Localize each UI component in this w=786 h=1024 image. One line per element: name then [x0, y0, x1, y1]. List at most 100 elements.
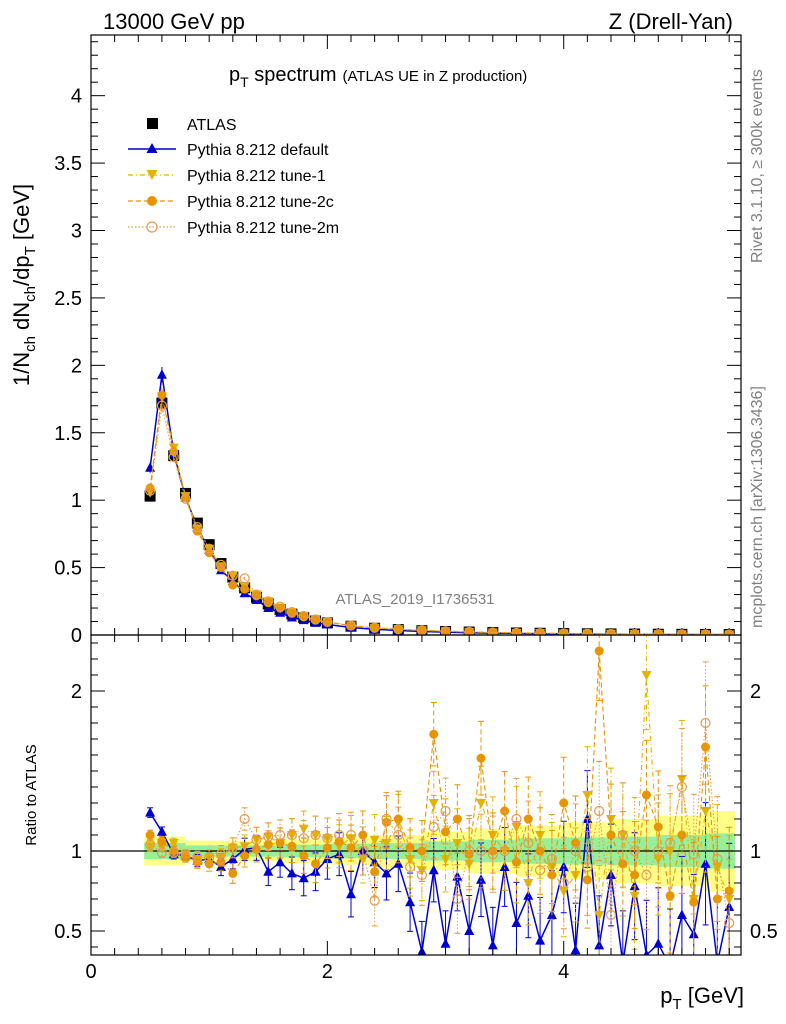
ratio-point [534, 865, 546, 876]
data-point [144, 485, 156, 496]
ylabel-f: T [22, 246, 39, 255]
chart-subtitle: (ATLAS UE in Z production) [343, 68, 528, 85]
ratio-point [369, 895, 380, 906]
ratio-point [393, 829, 404, 841]
data-point [322, 616, 333, 628]
ratio-point [440, 938, 451, 948]
data-point [274, 601, 286, 612]
ratio-point [369, 835, 380, 846]
mcplots-label: mcplots.cern.ch [arXiv:1306.3436] [749, 386, 766, 628]
ratio-point [594, 646, 604, 656]
ratio-point [641, 790, 651, 800]
ratio-point [476, 799, 486, 809]
ratio-point [156, 826, 167, 836]
legend-label-tune1: Pythia 8.212 tune-1 [187, 168, 326, 185]
title-sub: T [240, 74, 249, 90]
ratio-point [665, 961, 675, 971]
title-p: p [229, 64, 240, 86]
data-point [263, 602, 274, 613]
ratio-point [156, 847, 168, 858]
ratio-point [665, 847, 676, 857]
ratio-point [452, 814, 462, 824]
ratio-point [370, 867, 380, 877]
data-point [286, 606, 298, 618]
ratio-point [251, 834, 262, 845]
legend-marker-triangle [146, 143, 158, 153]
data-point [701, 629, 711, 635]
ratio-point [298, 872, 309, 883]
data-point [393, 624, 404, 635]
ratio-point [559, 798, 569, 808]
ratio-point [310, 829, 321, 841]
legend-item-tune2c: Pythia 8.212 tune-2c [128, 194, 334, 211]
ratio-point [475, 845, 487, 857]
ratio-point [618, 958, 628, 968]
ratio-point [381, 867, 392, 878]
ratio-point [700, 717, 711, 729]
ratio-point [487, 939, 498, 950]
ratio-point [417, 846, 427, 856]
ratio-point [712, 853, 723, 865]
data-point [168, 451, 179, 463]
ratio-point [228, 868, 238, 878]
ratio-point [676, 909, 687, 919]
ratio-point [700, 858, 711, 868]
data-point [534, 628, 546, 635]
series-pythia-8-212-tune-2m [144, 398, 735, 635]
ratio-point [677, 830, 687, 840]
x-tick-labels: 0 2 4 [85, 961, 569, 983]
ratio-point [511, 917, 522, 927]
ratio-point [476, 753, 486, 763]
ratio-point [334, 829, 345, 841]
data-point [216, 563, 226, 573]
watermark: ATLAS_2019_I1736531 [335, 591, 494, 608]
ratio-point [286, 829, 298, 841]
main-y-tick-label: 1 [71, 490, 82, 512]
ratio-point [275, 856, 286, 867]
ratio-point [145, 830, 155, 840]
data-point [440, 626, 451, 635]
data-point [653, 629, 664, 635]
ylabel-c: dN [9, 302, 34, 336]
ratio-y-tick-labels: 0.5 0.5 1 1 2 2 [54, 681, 778, 943]
data-point [487, 627, 498, 635]
ratio-point [558, 877, 569, 889]
data-point [310, 614, 321, 625]
data-point [629, 628, 640, 635]
ratio-point [582, 791, 593, 801]
ratio-point [570, 944, 581, 955]
legend-item-atlas: ATLAS [147, 117, 237, 134]
ratio-point [688, 849, 699, 860]
data-point [215, 559, 227, 570]
ratio-point [570, 845, 581, 857]
data-point [582, 628, 593, 635]
ratio-point [227, 853, 238, 863]
data-point [156, 369, 167, 379]
ratio-point [381, 813, 392, 825]
xlabel-p: p [660, 983, 672, 1008]
ratio-point [665, 891, 675, 901]
main-y-label: 1/Nch dNch/dpT [GeV] [9, 184, 39, 386]
ratio-point [310, 831, 321, 841]
ratio-point [523, 890, 534, 900]
data-point [157, 390, 167, 400]
ratio-point [641, 869, 652, 881]
data-point [228, 580, 238, 590]
ratio-point [274, 829, 286, 841]
legend-item-default: Pythia 8.212 default [128, 142, 329, 159]
ratio-point [606, 830, 616, 840]
energy-label: 13000 GeV pp [103, 9, 245, 34]
data-point [606, 629, 616, 635]
ylabel-g: [GeV] [9, 184, 34, 246]
ratio-series-pythia-8-212-default [145, 770, 735, 971]
ratio-point [357, 845, 368, 857]
legend-item-tune2m: Pythia 8.212 tune-2m [128, 220, 339, 237]
xlabel-sub: T [672, 996, 681, 1013]
ratio-point [464, 925, 475, 935]
ratio-point [416, 869, 428, 881]
data-point [298, 611, 309, 622]
ratio-series-line [149, 722, 730, 924]
ratio-point [322, 843, 332, 853]
ratio-axis-ticks [90, 635, 741, 955]
